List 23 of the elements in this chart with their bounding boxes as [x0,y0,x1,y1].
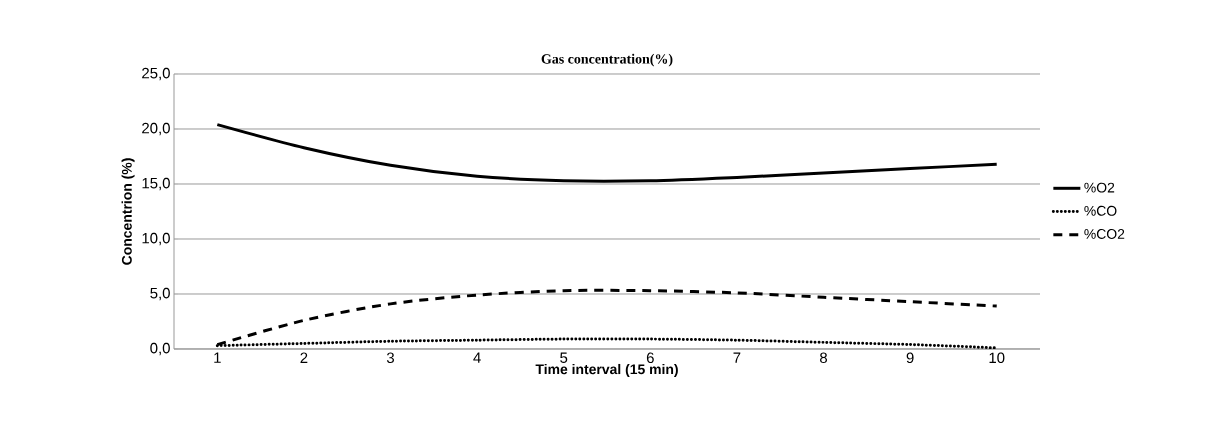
y-tick-label: 10,0 [142,232,170,246]
x-tick-label: 5 [560,352,568,363]
x-tick-label: 1 [214,352,221,363]
y-tick-label: 20,0 [142,122,170,136]
legend-label: %CO2 [1084,229,1125,239]
y-tick-label: 0,0 [150,342,170,356]
legend-label: %O2 [1084,182,1115,193]
x-tick-label: 6 [646,352,654,364]
legend-label: %CO [1084,205,1117,216]
y-tick-label: 25,0 [142,67,170,81]
x-axis-title: Time interval (15 min) [535,363,678,377]
x-tick-label: 10 [989,352,1005,364]
x-tick-label: 9 [906,352,914,364]
y-tick-label: 5,0 [150,287,170,301]
y-tick-label: 15,0 [142,177,170,191]
y-axis-title: Concentrion (%) [121,158,135,265]
x-tick-label: 4 [473,352,481,363]
x-tick-label: 3 [386,352,395,364]
x-tick-label: 8 [820,352,828,364]
line-series [215,123,999,183]
x-tick-label: 7 [733,352,741,363]
x-tick-label: 2 [300,352,308,363]
chart-title: Gas concentration(%) [541,53,673,67]
